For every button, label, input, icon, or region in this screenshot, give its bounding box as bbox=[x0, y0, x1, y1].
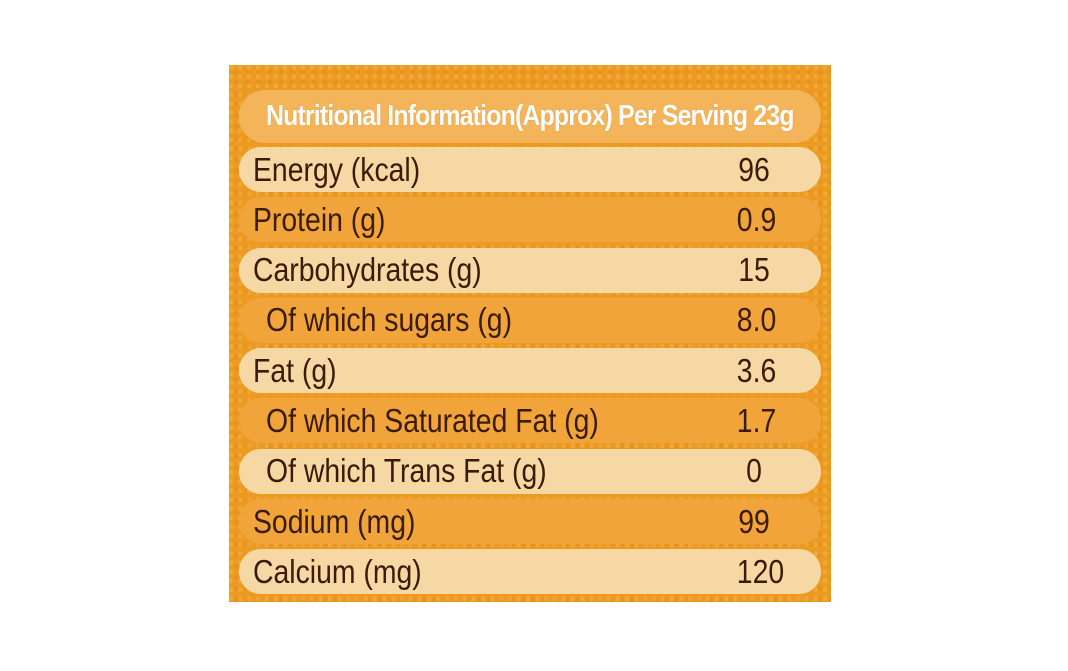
nutrient-value: 3.6 bbox=[736, 351, 777, 389]
nutrient-label: Carbohydrates (g) bbox=[253, 251, 482, 289]
nutrient-value: 120 bbox=[736, 552, 785, 590]
nutrient-value: 99 bbox=[738, 502, 770, 540]
nutrition-row-fat: Fat (g) 3.6 bbox=[239, 348, 821, 394]
nutrient-label: Fat (g) bbox=[253, 351, 337, 389]
nutrition-row-sugars: Of which sugars (g) 8.0 bbox=[239, 297, 821, 343]
nutrition-row-saturated-fat: Of which Saturated Fat (g) 1.7 bbox=[239, 398, 821, 444]
nutrient-value: 15 bbox=[738, 251, 770, 289]
nutrient-label: Of which Trans Fat (g) bbox=[266, 452, 547, 490]
nutrition-row-sodium: Sodium (mg) 99 bbox=[239, 499, 821, 545]
nutrition-title: Nutritional Information(Approx) Per Serv… bbox=[266, 100, 795, 132]
nutrition-row-energy: Energy (kcal) 96 bbox=[239, 147, 821, 192]
nutrient-value: 96 bbox=[738, 150, 770, 188]
nutrient-value: 0 bbox=[746, 452, 762, 490]
nutrition-row-trans-fat: Of which Trans Fat (g) 0 bbox=[239, 448, 821, 494]
nutrition-row-carbohydrates: Carbohydrates (g) 15 bbox=[239, 247, 821, 293]
nutrient-label: Energy (kcal) bbox=[253, 150, 421, 188]
nutrient-label: Sodium (mg) bbox=[253, 502, 416, 540]
nutrient-label: Protein (g) bbox=[253, 200, 386, 238]
nutrition-table: Energy (kcal) 96 Protein (g) 0.9 Carbohy… bbox=[239, 147, 821, 600]
nutrient-label: Of which Saturated Fat (g) bbox=[266, 401, 599, 439]
nutrient-value: 8.0 bbox=[736, 301, 777, 339]
nutrient-label: Of which sugars (g) bbox=[266, 301, 513, 339]
nutrition-row-protein: Protein (g) 0.9 bbox=[239, 197, 821, 243]
nutrient-value: 0.9 bbox=[736, 200, 777, 238]
nutrition-row-calcium: Calcium (mg) 120 bbox=[239, 549, 821, 595]
nutrient-label: Calcium (mg) bbox=[253, 552, 422, 590]
nutrition-title-bar: Nutritional Information(Approx) Per Serv… bbox=[239, 90, 821, 143]
nutrient-value: 1.7 bbox=[736, 401, 777, 439]
